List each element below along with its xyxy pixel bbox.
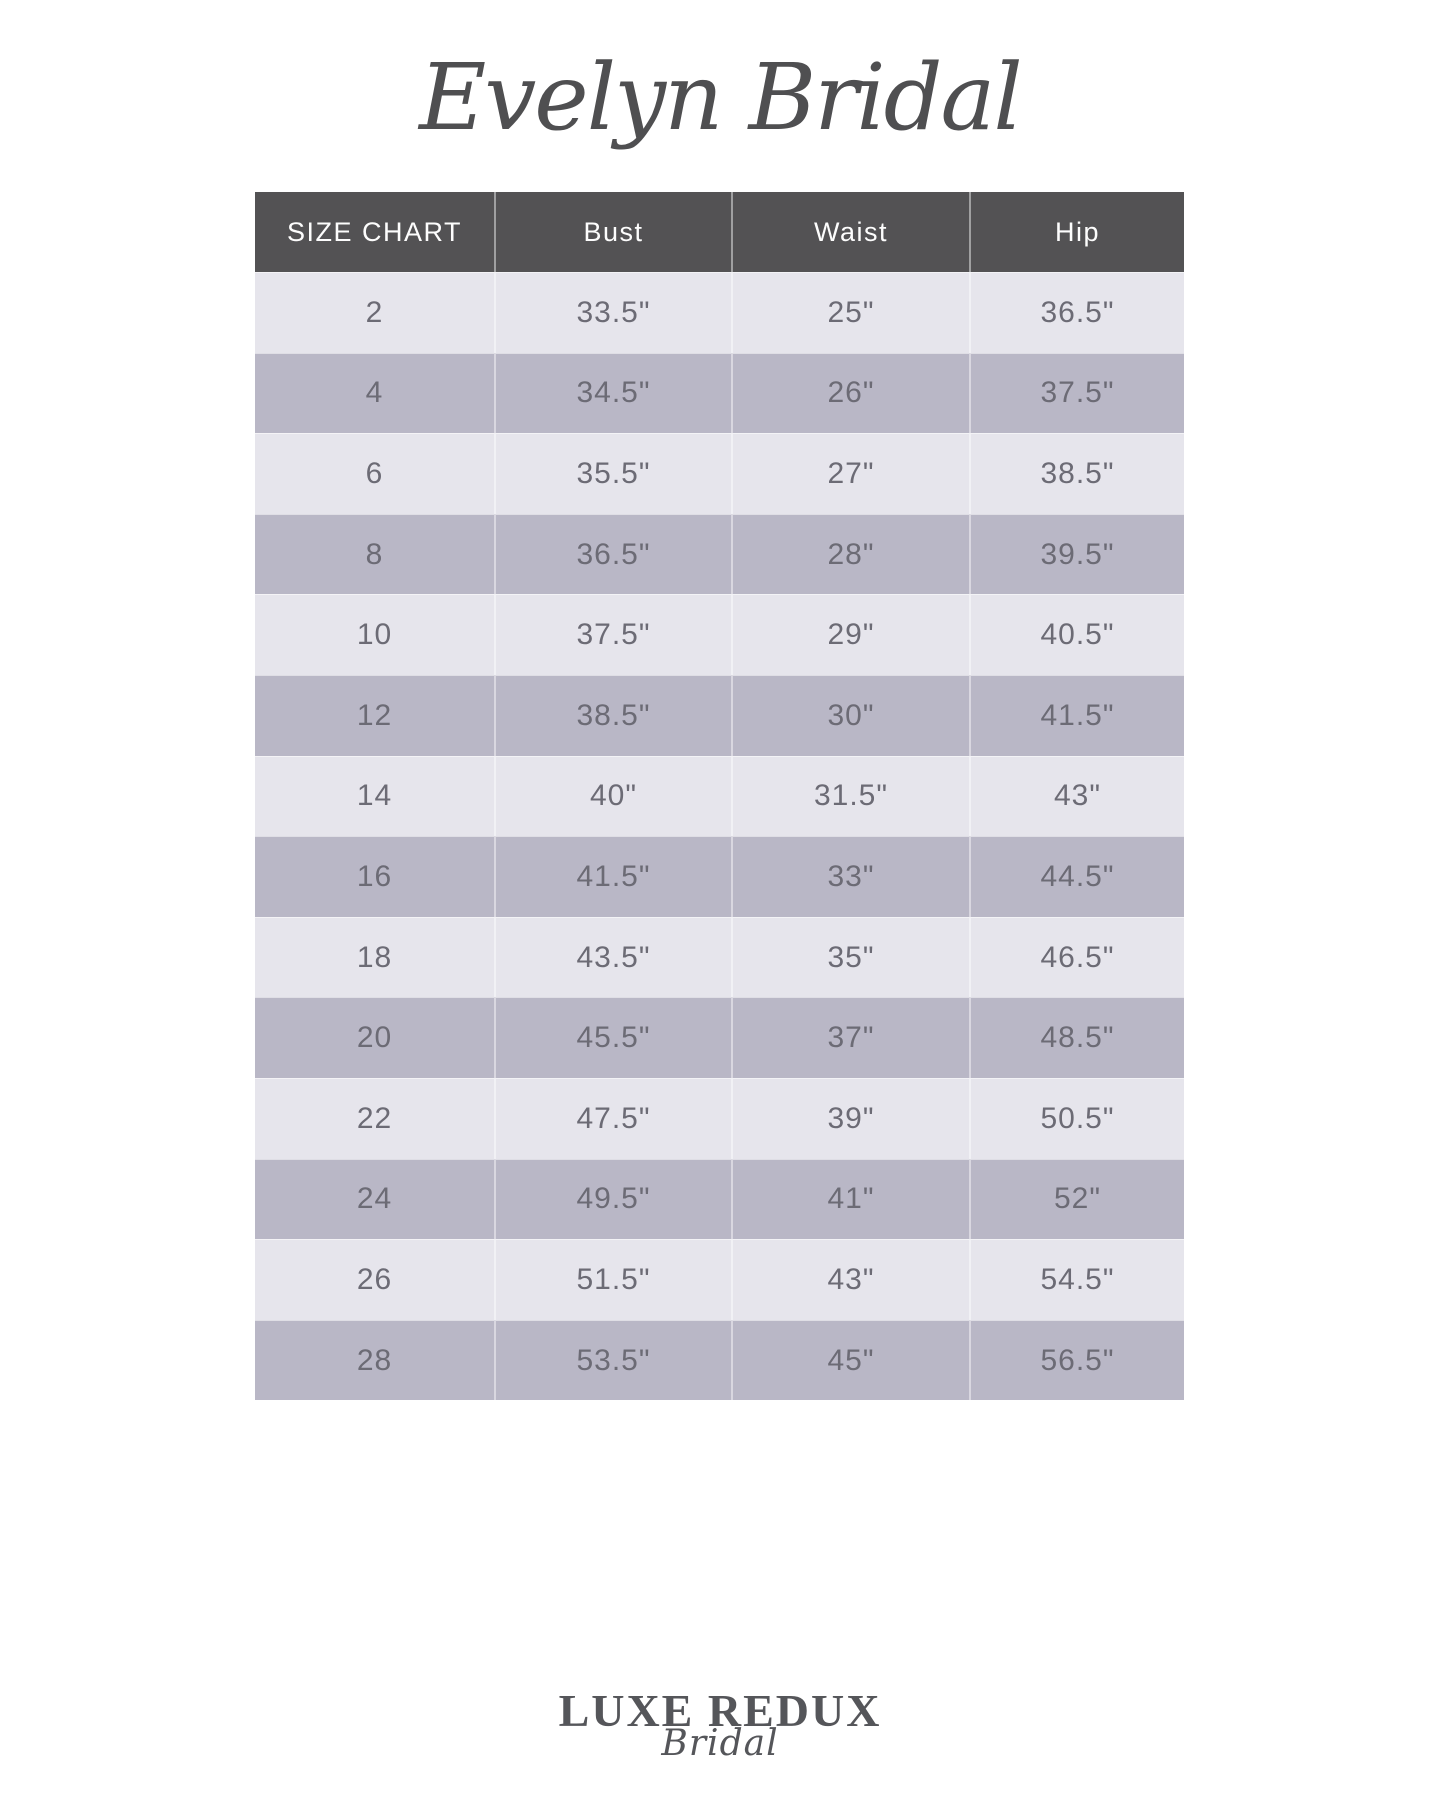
- table-row: 8 36.5" 28" 39.5": [255, 513, 1184, 595]
- waist-cell: 27": [731, 433, 969, 514]
- bust-cell: 47.5": [494, 1077, 731, 1159]
- size-cell: 14: [255, 755, 494, 837]
- hip-cell: 50.5": [969, 1077, 1184, 1159]
- bust-cell: 45.5": [494, 997, 731, 1078]
- bust-cell: 53.5": [494, 1319, 731, 1401]
- size-cell: 26: [255, 1239, 494, 1320]
- hip-cell: 39.5": [969, 513, 1184, 595]
- brand-title: Evelyn Bridal: [419, 44, 1023, 151]
- hip-cell: 56.5": [969, 1319, 1184, 1401]
- waist-cell: 30": [731, 674, 969, 756]
- size-cell: 18: [255, 916, 494, 998]
- waist-cell: 26": [731, 352, 969, 434]
- bust-cell: 38.5": [494, 674, 731, 756]
- size-cell: 8: [255, 513, 494, 595]
- size-cell: 22: [255, 1077, 494, 1159]
- size-cell: 6: [255, 433, 494, 514]
- waist-cell: 31.5": [731, 755, 969, 837]
- bust-cell: 40": [494, 755, 731, 837]
- bust-cell: 34.5": [494, 352, 731, 434]
- table-row: 10 37.5" 29" 40.5": [255, 594, 1184, 675]
- waist-cell: 29": [731, 594, 969, 675]
- table-row: 14 40" 31.5" 43": [255, 755, 1184, 837]
- table-header-row: SIZE CHART Bust Waist Hip: [255, 192, 1184, 272]
- hip-cell: 36.5": [969, 272, 1184, 353]
- column-header-hip: Hip: [969, 192, 1184, 272]
- size-cell: 10: [255, 594, 494, 675]
- bust-cell: 51.5": [494, 1239, 731, 1320]
- footer-logo: LUXE REDUX Bridal: [0, 1688, 1440, 1762]
- table-row: 24 49.5" 41" 52": [255, 1158, 1184, 1240]
- bust-cell: 49.5": [494, 1158, 731, 1240]
- table-row: 22 47.5" 39" 50.5": [255, 1077, 1184, 1159]
- waist-cell: 43": [731, 1239, 969, 1320]
- table-row: 4 34.5" 26" 37.5": [255, 352, 1184, 434]
- bust-cell: 37.5": [494, 594, 731, 675]
- column-header-bust: Bust: [494, 192, 731, 272]
- luxe-redux-bridal-script: Bridal: [661, 1723, 779, 1764]
- bust-cell: 41.5": [494, 836, 731, 917]
- size-cell: 24: [255, 1158, 494, 1240]
- bust-cell: 35.5": [494, 433, 731, 514]
- hip-cell: 54.5": [969, 1239, 1184, 1320]
- table-row: 18 43.5" 35" 46.5": [255, 916, 1184, 998]
- waist-cell: 33": [731, 836, 969, 917]
- waist-cell: 45": [731, 1319, 969, 1401]
- bust-cell: 43.5": [494, 916, 731, 998]
- size-cell: 12: [255, 674, 494, 756]
- bust-cell: 36.5": [494, 513, 731, 595]
- size-chart-body: 2 33.5" 25" 36.5" 4 34.5" 26" 37.5" 6 35.5" 27" 38.…: [255, 272, 1184, 1401]
- table-row: 20 45.5" 37" 48.5": [255, 997, 1184, 1078]
- size-cell: 16: [255, 836, 494, 917]
- column-header-waist: Waist: [731, 192, 969, 272]
- hip-cell: 38.5": [969, 433, 1184, 514]
- table-row: 26 51.5" 43" 54.5": [255, 1239, 1184, 1320]
- hip-cell: 44.5": [969, 836, 1184, 917]
- luxe-redux-wordmark: LUXE REDUX: [558, 1685, 882, 1736]
- hip-cell: 37.5": [969, 352, 1184, 434]
- hip-cell: 41.5": [969, 674, 1184, 756]
- table-row: 12 38.5" 30" 41.5": [255, 674, 1184, 756]
- hip-cell: 40.5": [969, 594, 1184, 675]
- size-cell: 4: [255, 352, 494, 434]
- hip-cell: 43": [969, 755, 1184, 837]
- waist-cell: 25": [731, 272, 969, 353]
- hip-cell: 52": [969, 1158, 1184, 1240]
- waist-cell: 35": [731, 916, 969, 998]
- hip-cell: 46.5": [969, 916, 1184, 998]
- size-cell: 20: [255, 997, 494, 1078]
- size-cell: 28: [255, 1319, 494, 1401]
- table-row: 2 33.5" 25" 36.5": [255, 272, 1184, 353]
- table-row: 28 53.5" 45" 56.5": [255, 1319, 1184, 1401]
- table-row: 16 41.5" 33" 44.5": [255, 836, 1184, 917]
- waist-cell: 28": [731, 513, 969, 595]
- column-header-size-chart: SIZE CHART: [255, 192, 494, 272]
- bust-cell: 33.5": [494, 272, 731, 353]
- waist-cell: 39": [731, 1077, 969, 1159]
- size-chart-table: SIZE CHART Bust Waist Hip 2 33.5" 25" 36.5"…: [255, 192, 1184, 1401]
- waist-cell: 37": [731, 997, 969, 1078]
- hip-cell: 48.5": [969, 997, 1184, 1078]
- table-row: 6 35.5" 27" 38.5": [255, 433, 1184, 514]
- waist-cell: 41": [731, 1158, 969, 1240]
- size-chart: SIZE CHART Bust Waist Hip 2 33.5" 25" 36.5"…: [255, 192, 1184, 1401]
- size-cell: 2: [255, 272, 494, 353]
